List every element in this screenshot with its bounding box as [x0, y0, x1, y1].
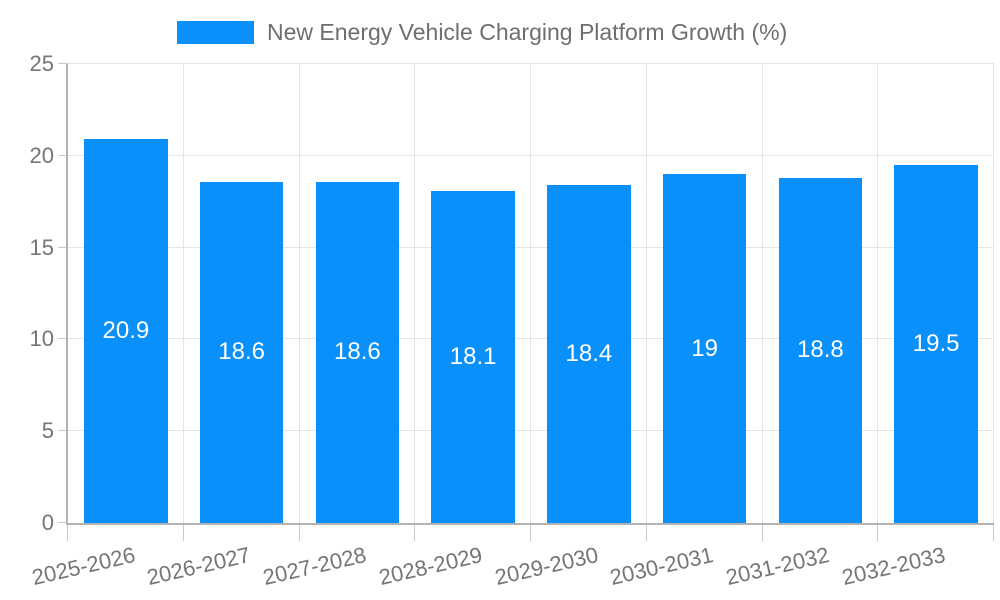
y-tick-mark: [58, 63, 68, 64]
x-tick-label: 2032-2033: [839, 542, 948, 591]
y-tick-label: 5: [41, 418, 54, 444]
legend[interactable]: New Energy Vehicle Charging Platform Gro…: [177, 19, 787, 46]
bar: [547, 185, 631, 523]
x-tick-mark: [182, 523, 184, 541]
y-tick-mark: [58, 430, 68, 432]
gridline-horizontal: [68, 154, 994, 156]
bar-value-label: 18.6: [334, 338, 381, 366]
y-tick-label: 20: [29, 142, 54, 168]
bar-value-label: 19: [691, 334, 718, 362]
x-tick-mark: [761, 523, 763, 541]
bar-value-label: 18.6: [218, 338, 265, 366]
x-tick-mark: [993, 523, 994, 541]
x-tick-mark: [67, 523, 68, 541]
bar: [778, 177, 863, 523]
gridline-vertical: [414, 64, 416, 523]
bar: [894, 164, 978, 523]
bar-value-label: 18.4: [565, 340, 613, 368]
bar-value-label: 18.8: [797, 336, 844, 364]
x-tick-label: 2025-2026: [29, 542, 138, 591]
legend-swatch: [177, 21, 254, 44]
gridline-vertical: [182, 64, 184, 523]
gridline-vertical: [993, 64, 994, 523]
x-tick-label: 2030-2031: [607, 542, 717, 591]
bar-value-label: 19.5: [912, 329, 960, 357]
gridline-vertical: [877, 64, 879, 523]
bar-value-label: 20.9: [102, 317, 150, 345]
bar: [84, 139, 168, 523]
legend-label: New Energy Vehicle Charging Platform Gro…: [267, 19, 788, 45]
x-tick-label: 2026-2027: [144, 542, 254, 591]
bar: [199, 181, 284, 523]
x-tick-mark: [877, 523, 879, 541]
y-tick-mark: [58, 522, 68, 523]
x-tick-label: 2029-2030: [492, 542, 601, 591]
y-tick-label: 25: [29, 51, 54, 76]
x-tick-mark: [414, 523, 416, 541]
x-tick-label: 2027-2028: [260, 542, 369, 591]
y-tick-label: 15: [29, 234, 54, 260]
y-tick-label: 10: [29, 326, 54, 352]
gridline-horizontal: [68, 63, 994, 64]
gridline-vertical: [298, 64, 300, 523]
x-tick-mark: [530, 523, 531, 541]
y-axis-line: [66, 64, 68, 523]
bar: [431, 190, 515, 523]
x-tick-mark: [645, 523, 647, 541]
y-tick-mark: [58, 246, 68, 248]
bar: [315, 181, 400, 523]
y-tick-mark: [58, 338, 68, 340]
y-tick-mark: [58, 154, 68, 156]
bar-value-label: 18.1: [449, 342, 497, 370]
x-axis-line: [66, 523, 994, 525]
x-tick-label: 2028-2029: [376, 542, 485, 591]
bar: [662, 174, 747, 523]
gridline-vertical: [645, 64, 647, 523]
x-tick-label: 2031-2032: [723, 542, 832, 591]
y-tick-label: 0: [41, 510, 54, 535]
x-tick-mark: [298, 523, 300, 541]
gridline-vertical: [530, 64, 531, 523]
gridline-vertical: [761, 64, 763, 523]
